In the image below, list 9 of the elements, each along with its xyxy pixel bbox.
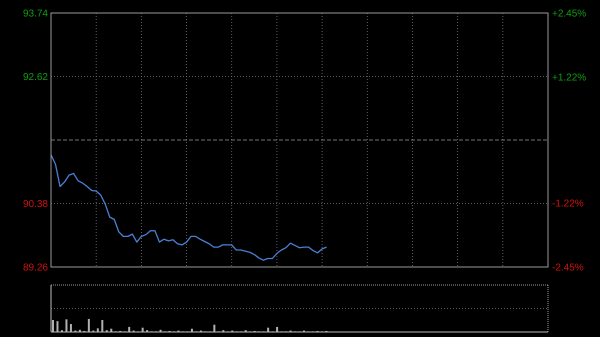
y2-tick-label: -1.22% [552, 198, 584, 210]
line-series [50, 154, 328, 261]
y-tick-label: 89.26 [22, 262, 48, 274]
y2-tick-label: -2.45% [552, 262, 584, 274]
y-tick-label: 90.38 [22, 199, 48, 210]
y2-tick-label: +2.45% [552, 8, 586, 20]
y-tick-label: 93.74 [22, 8, 48, 20]
y-tick-label: 92.62 [22, 72, 48, 83]
y2-tick-label: +1.22% [552, 72, 586, 84]
